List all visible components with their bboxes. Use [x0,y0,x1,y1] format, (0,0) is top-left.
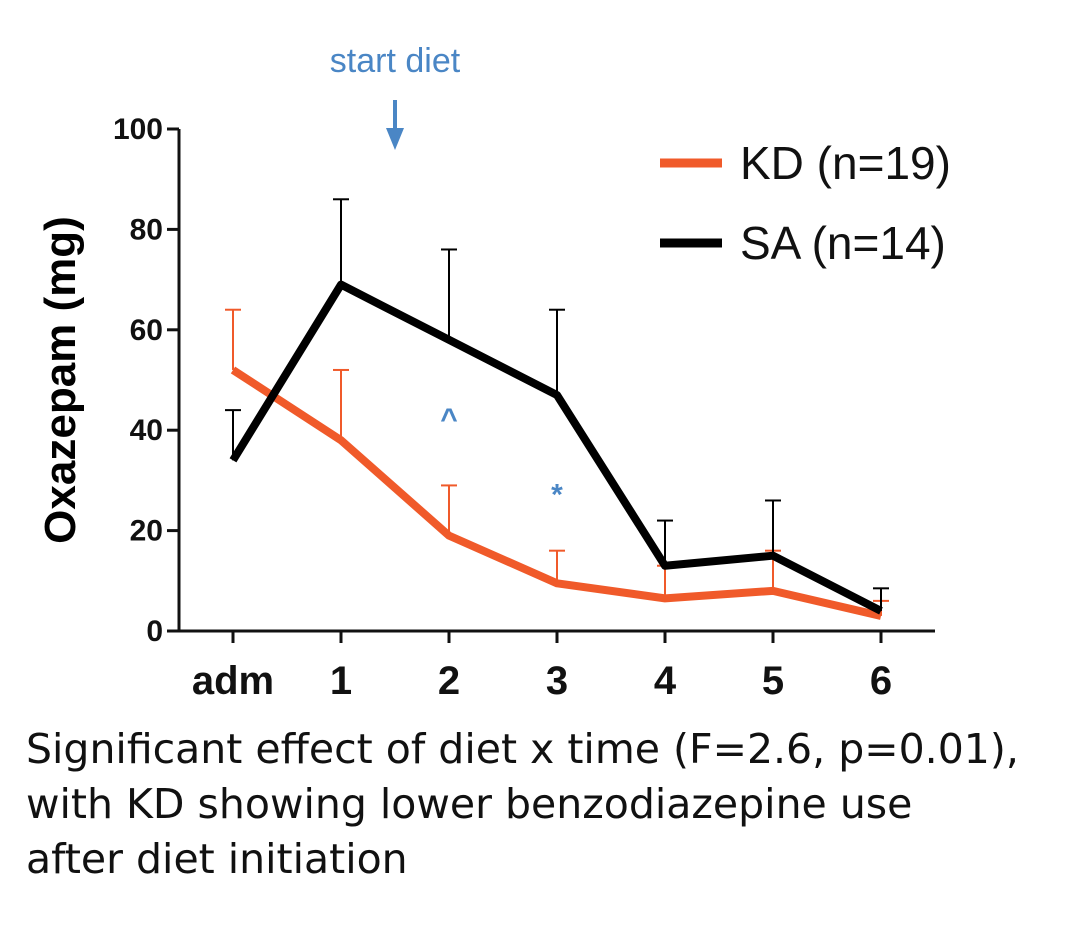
significance-marker: ^ [440,403,458,436]
caption: Significant effect of diet x time (F=2.6… [26,722,1066,887]
caption-line-1: Significant effect of diet x time (F=2.6… [26,725,1019,773]
legend: KD (n=19) SA (n=14) [660,137,951,269]
axes: 0 20 40 60 80 100 adm 1 2 3 4 5 6 Oxazepam (mg) [36,113,935,703]
series-line-kd [230,366,882,620]
y-axis-title: Oxazepam (mg) [36,216,85,544]
x-tick-label: 2 [438,659,460,703]
y-tick-label: 60 [130,314,163,347]
x-tick-label: 6 [870,659,892,703]
significance-marker: * [551,478,563,511]
y-tick-label: 40 [130,414,163,447]
start-diet-arrow-head [386,128,404,150]
y-tick-label: 20 [130,515,163,548]
legend-label: SA (n=14) [740,217,946,269]
series-lines [229,280,883,620]
x-tick-label: adm [192,659,274,703]
error-bars [225,198,889,616]
caption-line-2: with KD showing lower benzodiazepine use [26,780,913,828]
y-tick-label: 100 [113,113,163,146]
caption-line-3: after diet initiation [26,835,408,883]
x-tick-label: 1 [330,659,352,703]
y-tick-label: 0 [146,615,163,648]
x-tick-label: 4 [654,659,677,703]
legend-label: KD (n=19) [740,137,951,189]
series-line-sa [229,280,883,615]
x-tick-label: 5 [762,659,784,703]
annotations: start diet ^ * [330,42,563,511]
start-diet-label: start diet [330,42,461,80]
y-tick-label: 80 [130,213,163,246]
x-tick-label: 3 [546,659,568,703]
